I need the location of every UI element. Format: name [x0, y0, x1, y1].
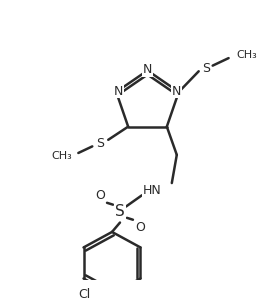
Text: S: S: [96, 137, 104, 150]
Text: O: O: [135, 221, 145, 234]
Text: N: N: [114, 85, 123, 97]
Text: HN: HN: [143, 184, 161, 197]
Text: O: O: [95, 189, 105, 202]
Text: N: N: [172, 85, 181, 97]
Text: CH₃: CH₃: [237, 50, 257, 60]
Text: CH₃: CH₃: [52, 151, 72, 161]
Text: S: S: [115, 204, 125, 219]
Text: Cl: Cl: [78, 288, 90, 298]
Text: S: S: [202, 62, 210, 75]
Text: N: N: [143, 63, 152, 76]
